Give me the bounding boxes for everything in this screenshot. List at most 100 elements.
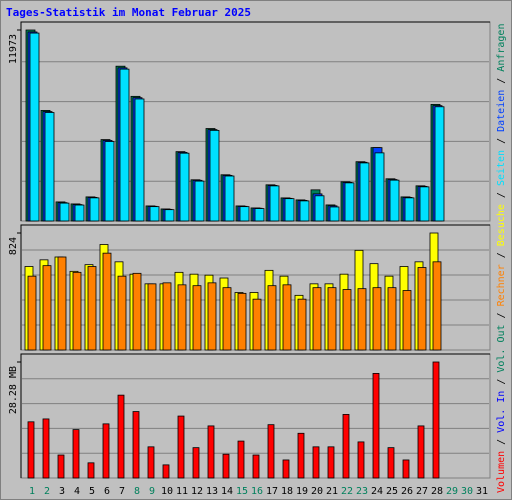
bar	[357, 288, 367, 351]
bar	[374, 152, 385, 222]
bar	[74, 204, 85, 222]
bar	[117, 394, 125, 479]
bar	[209, 129, 220, 222]
x-tick-label: 28	[431, 486, 443, 497]
x-tick-label: 2	[44, 486, 50, 497]
bar	[57, 454, 65, 479]
bar	[237, 440, 245, 479]
x-tick-label: 7	[119, 486, 125, 497]
x-tick-label: 6	[104, 486, 110, 497]
x-tick-label: 14	[221, 486, 233, 497]
x-tick-label: 21	[326, 486, 338, 497]
x-tick-label: 15	[236, 486, 248, 497]
x-tick-label: 27	[416, 486, 428, 497]
bar	[87, 266, 97, 351]
bar	[192, 447, 200, 479]
bar	[357, 441, 365, 479]
x-tick-label: 11	[176, 486, 188, 497]
bar	[59, 202, 70, 222]
bar	[297, 298, 307, 351]
bar	[432, 261, 442, 351]
bar	[269, 185, 280, 222]
x-tick-label: 24	[371, 486, 383, 497]
bar	[402, 459, 410, 479]
x-tick-label: 9	[149, 486, 155, 497]
legend-entry: Anfragen	[496, 24, 507, 72]
bar	[434, 106, 445, 222]
bar	[314, 195, 325, 222]
y-tick-label: 28.28 MB	[8, 366, 19, 414]
bar	[149, 206, 160, 222]
x-tick-label: 17	[266, 486, 278, 497]
bar	[222, 287, 232, 351]
legend-separator: /	[496, 252, 507, 258]
legend-separator: /	[496, 439, 507, 445]
bar	[222, 453, 230, 479]
bar	[284, 198, 295, 222]
bar	[312, 287, 322, 351]
legend-entry: Volumen	[496, 451, 507, 493]
x-tick-label: 22	[341, 486, 353, 497]
bar	[239, 206, 250, 222]
x-tick-label: 12	[191, 486, 203, 497]
bar	[299, 200, 310, 222]
bar	[177, 415, 185, 479]
bar	[192, 285, 202, 351]
bar	[207, 282, 217, 351]
x-tick-label: 26	[401, 486, 413, 497]
bar	[134, 98, 145, 222]
bar	[207, 425, 215, 479]
bar	[417, 267, 427, 351]
bar	[254, 208, 265, 222]
bar	[147, 446, 155, 479]
bar	[312, 446, 320, 479]
bar	[282, 284, 292, 351]
legend-entry: Vol. In	[496, 391, 507, 433]
x-tick-label: 23	[356, 486, 368, 497]
x-tick-label: 18	[281, 486, 293, 497]
bar	[177, 284, 187, 351]
bar	[267, 424, 275, 479]
panel	[20, 21, 491, 222]
x-tick-label: 13	[206, 486, 218, 497]
bar	[237, 292, 247, 351]
bar	[132, 272, 142, 351]
x-tick-label: 3	[59, 486, 65, 497]
bar	[102, 252, 112, 351]
bar	[72, 271, 82, 351]
bar	[327, 446, 335, 479]
legend-entry: Dateien	[496, 90, 507, 132]
bar	[29, 32, 40, 222]
bar	[252, 298, 262, 351]
bar	[372, 287, 382, 351]
bar	[224, 175, 235, 222]
bar	[119, 68, 130, 222]
bar	[27, 275, 37, 351]
bar	[282, 459, 290, 479]
bar	[194, 180, 205, 222]
bar	[72, 429, 80, 479]
bar	[342, 289, 352, 351]
x-tick-label: 5	[89, 486, 95, 497]
bar	[297, 432, 305, 479]
x-tick-label: 4	[74, 486, 80, 497]
legend-separator: /	[496, 78, 507, 84]
panel-edge	[20, 21, 490, 221]
legend-entry: Seiten	[496, 150, 507, 186]
legend-separator: /	[496, 138, 507, 144]
legend-entry: Rechner	[496, 264, 507, 306]
bar	[162, 282, 172, 351]
x-tick-label: 30	[461, 486, 473, 497]
bar	[404, 197, 415, 222]
chart-title: Tages-Statistik im Monat Februar 2025	[6, 6, 251, 19]
x-tick-label: 25	[386, 486, 398, 497]
bar	[387, 287, 397, 351]
x-tick-label: 31	[476, 486, 488, 497]
legend-separator: /	[496, 379, 507, 385]
bar	[417, 425, 425, 479]
panel-edge	[20, 224, 490, 350]
bar	[387, 447, 395, 479]
bar	[87, 462, 95, 479]
